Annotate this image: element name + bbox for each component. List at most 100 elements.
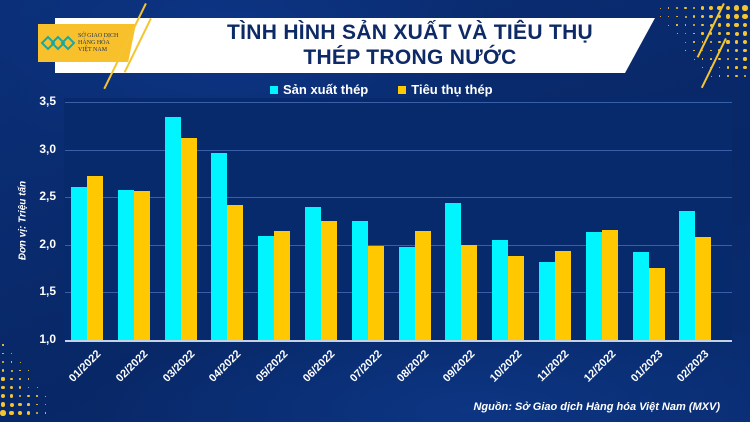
- decorative-dot: [28, 370, 29, 371]
- decorative-dot: [693, 58, 695, 60]
- bar-consumption: [133, 190, 150, 340]
- y-tick-label: 2,5: [39, 189, 56, 204]
- decorative-dot: [701, 41, 704, 43]
- decorative-dot: [692, 6, 696, 10]
- decorative-dot: [676, 24, 678, 26]
- decorative-dot: [701, 32, 704, 35]
- decorative-dot: [684, 32, 687, 35]
- decorative-dot: [710, 58, 712, 60]
- bar-consumption: [601, 229, 618, 340]
- decorative-dot: [742, 39, 748, 45]
- bar-production: [398, 246, 415, 340]
- legend-item-production: Sản xuất thép: [270, 82, 368, 97]
- decorative-dot: [718, 66, 721, 69]
- decorative-dot: [727, 75, 729, 77]
- decorative-dot: [27, 394, 30, 398]
- bar-production: [71, 186, 87, 340]
- decorative-dot: [743, 65, 747, 70]
- decorative-dot: [735, 74, 738, 78]
- decorative-dot: [734, 22, 739, 28]
- decorative-dot: [693, 49, 695, 52]
- bar-production: [305, 206, 321, 340]
- decorative-dot: [19, 369, 21, 372]
- decorative-dot: [684, 15, 687, 18]
- decorative-dot: [709, 32, 713, 35]
- logo-line-3: VIỆT NAM: [78, 47, 108, 53]
- gridline: [65, 197, 732, 199]
- bar-consumption: [461, 244, 478, 340]
- decorative-dot: [2, 344, 4, 346]
- decorative-dot: [709, 40, 713, 44]
- decorative-dot: [18, 402, 22, 407]
- decorative-dot: [10, 386, 13, 389]
- decorative-dot: [726, 57, 730, 61]
- bar-consumption: [648, 267, 665, 340]
- gridline: [65, 149, 732, 151]
- decorative-dot: [742, 5, 748, 11]
- title-line-2: THÉP TRONG NƯỚC: [303, 46, 517, 69]
- decorative-dot: [692, 23, 696, 27]
- y-tick-label: 3,0: [39, 141, 56, 156]
- decorative-dot: [717, 23, 722, 27]
- bar-consumption: [367, 245, 384, 340]
- decorative-dot: [734, 48, 739, 53]
- decorative-dot: [44, 403, 47, 406]
- decorative-dot: [742, 22, 748, 28]
- decorative-dot: [725, 5, 731, 11]
- decorative-dot: [659, 16, 661, 17]
- decorative-dot: [717, 14, 722, 19]
- decorative-dot: [18, 386, 22, 389]
- decorative-dot: [709, 6, 713, 10]
- decorative-dot: [10, 361, 13, 363]
- decorative-dot: [684, 6, 687, 10]
- decorative-dot: [743, 48, 747, 53]
- decorative-dot: [10, 369, 13, 372]
- decorative-dot: [36, 403, 38, 406]
- decorative-dot: [45, 395, 46, 397]
- bar-production: [492, 240, 509, 340]
- decorative-dot: [26, 411, 31, 415]
- legend: Sản xuất thép Tiêu thụ thép: [270, 82, 493, 97]
- source-note: Nguồn: Sở Giao dịch Hàng hóa Việt Nam (M…: [473, 401, 720, 413]
- decorative-dot: [1, 369, 5, 372]
- decorative-dot: [742, 13, 748, 20]
- decorative-dot: [18, 394, 22, 398]
- decorative-dot: [733, 5, 740, 11]
- bar-consumption: [87, 176, 103, 340]
- decorative-dot: [734, 31, 739, 36]
- decorative-dot: [676, 33, 678, 34]
- decorative-dot: [2, 352, 4, 355]
- bar-production: [211, 153, 228, 340]
- decorative-dot: [1, 385, 5, 390]
- x-axis-line: [65, 340, 732, 342]
- chart-title: TÌNH HÌNH SẢN XUẤT VÀ TIÊU THỤ THÉP TRON…: [160, 20, 660, 70]
- decorative-dot: [18, 411, 22, 415]
- decorative-dot: [726, 49, 730, 52]
- decorative-dot: [717, 31, 722, 36]
- decorative-dot: [676, 7, 678, 9]
- decorative-dot: [27, 378, 30, 380]
- logo-text: SỞ GIAO DỊCH HÀNG HÓA VIỆT NAM: [78, 33, 138, 54]
- decorative-dot: [743, 74, 747, 78]
- decorative-dot: [726, 23, 730, 27]
- bar-consumption: [180, 138, 197, 340]
- decorative-dot: [36, 387, 38, 388]
- bar-production: [679, 211, 696, 340]
- bar-production: [117, 189, 134, 340]
- decorative-dot: [9, 394, 14, 398]
- decorative-dot: [726, 40, 730, 44]
- decorative-dot: [701, 15, 704, 18]
- bar-production: [351, 221, 368, 340]
- decorative-dot: [1, 377, 5, 381]
- decorative-dot: [667, 7, 670, 9]
- decorative-dot: [742, 31, 748, 36]
- y-tick-label: 1,0: [39, 332, 56, 346]
- title-line-1: TÌNH HÌNH SẢN XUẤT VÀ TIÊU THỤ: [227, 21, 593, 44]
- bar-production: [258, 236, 275, 340]
- bar-production: [445, 202, 462, 340]
- gridline: [65, 244, 732, 246]
- decorative-dot: [701, 23, 704, 27]
- gridline: [65, 292, 732, 294]
- legend-swatch-cyan: [270, 85, 278, 94]
- decorative-dot: [27, 403, 30, 406]
